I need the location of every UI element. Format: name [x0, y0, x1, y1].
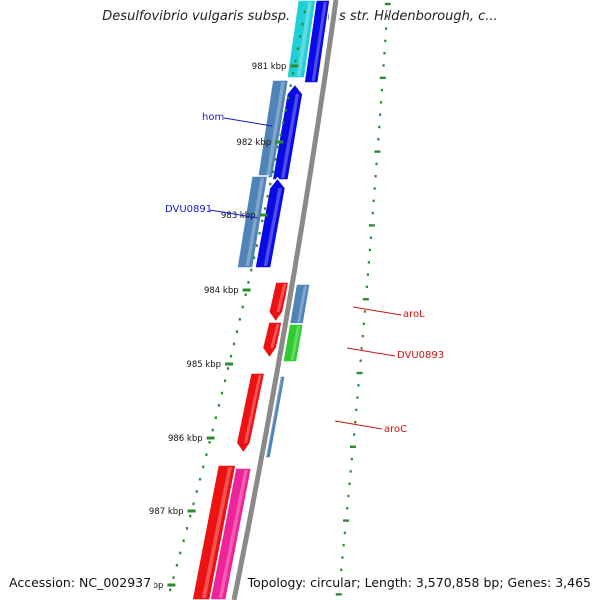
- tick-mark: [225, 362, 234, 366]
- tick-mark: [187, 509, 196, 513]
- gene-label-layer: hom DVU0891 aroL DVU0893 aroC: [165, 112, 444, 435]
- tick-track: 981 kbp 982 kbp 983 kbp 984 kbp 985 kbp 986 k…: [129, 2, 391, 596]
- gene-feature-14: [209, 467, 253, 600]
- gene-label-text: DVU0893: [397, 350, 444, 361]
- tick-label: 983 kbp: [221, 211, 256, 221]
- gene-feature-2: [303, 0, 331, 84]
- feature-track: [191, 0, 331, 600]
- gene-feature-4: [271, 82, 304, 181]
- tick-label: 987 kbp: [149, 507, 184, 517]
- gene-label-text: hom: [202, 112, 224, 123]
- tick-label: 981 kbp: [252, 62, 287, 72]
- gene-label-hom: hom: [202, 112, 273, 127]
- gene-feature-6: [253, 176, 287, 269]
- accession-text: Accession: NC_002937: [6, 574, 155, 591]
- gene-feature-11: [235, 372, 266, 455]
- tick-mark: [290, 64, 299, 68]
- gene-feature-7: [267, 281, 291, 324]
- topology-text: Topology: circular; Length: 3,570,858 bp…: [244, 574, 594, 591]
- tick-label: 985 kbp: [186, 360, 221, 370]
- gene-label-text: aroC: [384, 424, 407, 435]
- backbone: [229, 0, 341, 600]
- tick-label: 982 kbp: [236, 138, 271, 148]
- tick-mark: [259, 213, 268, 217]
- tick-label: 984 kbp: [204, 286, 239, 296]
- gene-label-text: aroL: [403, 309, 425, 320]
- gene-label-text: DVU0891: [165, 204, 212, 215]
- gene-feature-9: [261, 321, 284, 360]
- gene-label-aroL: aroL: [352, 306, 425, 320]
- tick-mark: [167, 583, 176, 587]
- tick-mark: [242, 288, 251, 292]
- tick-label: 986 kbp: [168, 434, 203, 444]
- tick-mark: [275, 140, 284, 144]
- gene-label-aroC: aroC: [334, 420, 407, 435]
- gene-label-DVU0891: DVU0891: [165, 204, 259, 219]
- backbone-line: [231, 0, 339, 600]
- gene-feature-5: [236, 175, 269, 269]
- gene-feature-13: [191, 464, 237, 600]
- gene-label-DVU0893: DVU0893: [346, 347, 444, 361]
- tick-mark: [206, 436, 215, 440]
